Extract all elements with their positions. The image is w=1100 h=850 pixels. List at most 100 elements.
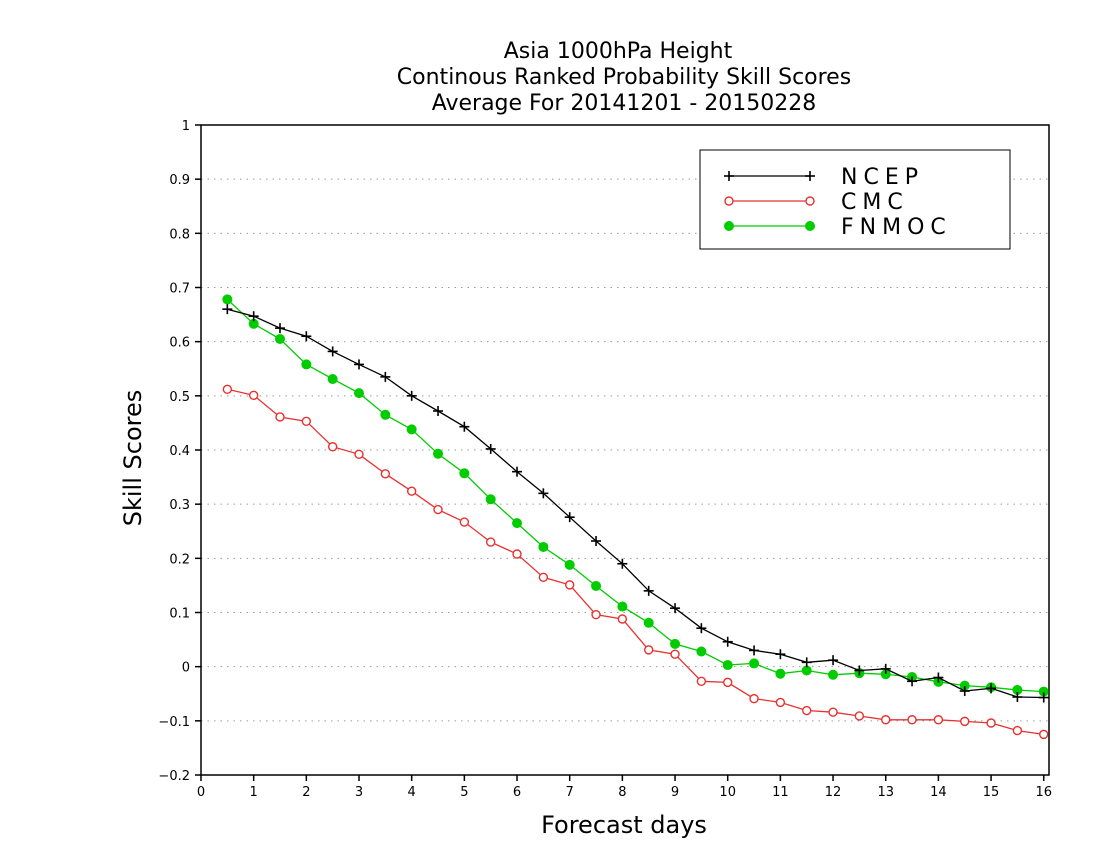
cmc-point	[828, 707, 838, 717]
cmc-point	[723, 677, 733, 688]
ncep-point	[591, 536, 602, 546]
legend-label-fnmoc: FNMOC	[841, 215, 952, 240]
y-axis-ticks: −0.2 −0.1 0 0.1 0.2 0.3 0.4 0.5 0.6 0.7 0.8 0.9 1	[158, 119, 201, 784]
ncep-point	[1012, 692, 1023, 702]
ncep-point	[801, 657, 812, 668]
ncep-point	[775, 649, 786, 660]
fnmoc-point	[433, 448, 444, 459]
ncep-point	[880, 663, 891, 674]
x-tick-label: 13	[877, 785, 894, 800]
cmc-point	[406, 486, 417, 496]
ncep-point	[986, 683, 997, 694]
fnmoc-point	[275, 333, 286, 344]
x-tick-label: 14	[930, 785, 947, 800]
y-tick-label: 0.8	[169, 227, 190, 242]
ncep-point	[485, 443, 496, 454]
grid	[201, 178, 1049, 722]
cmc-point	[881, 715, 891, 725]
x-tick-label: 5	[460, 785, 468, 800]
cmc-point	[749, 693, 759, 704]
cmc-line	[227, 388, 1044, 736]
ncep-point	[512, 466, 523, 477]
x-tick-label: 7	[566, 785, 574, 800]
fnmoc-point	[722, 660, 733, 671]
cmc-point	[960, 716, 970, 727]
ncep-point	[670, 603, 681, 614]
ncep-point	[933, 672, 944, 683]
cmc-point	[512, 549, 522, 559]
y-tick-label: 0.4	[169, 444, 190, 459]
cmc-point	[380, 469, 391, 479]
legend-marker-start	[724, 171, 734, 181]
fnmoc-point	[670, 638, 681, 649]
x-axis-label: Forecast days	[541, 811, 707, 839]
ncep-point	[433, 406, 444, 416]
y-axis-label: Skill Scores	[119, 390, 147, 527]
ncep-point	[854, 665, 865, 676]
ncep-point	[354, 359, 365, 370]
fnmoc-point	[380, 409, 391, 420]
legend-box	[699, 149, 1011, 250]
cmc-point	[485, 537, 496, 547]
legend-item-ncep: NCEP	[724, 165, 918, 190]
legend-marker-start	[724, 221, 734, 231]
fnmoc-point	[538, 541, 549, 552]
cmc-point	[644, 645, 654, 655]
ncep-point	[248, 311, 259, 322]
cmc-point	[354, 449, 364, 460]
series-cmc	[222, 384, 1049, 740]
x-tick-label: 0	[197, 785, 205, 800]
fnmoc-point	[406, 424, 417, 435]
ncep-point	[538, 488, 549, 499]
x-tick-label: 10	[719, 785, 736, 800]
fnmoc-point	[828, 669, 839, 680]
ncep-point	[617, 558, 628, 569]
ncep-point	[275, 323, 286, 334]
cmc-point	[617, 614, 628, 624]
series-ncep	[222, 304, 1049, 703]
fnmoc-point	[222, 294, 233, 305]
ncep-point	[380, 371, 391, 382]
cmc-point	[275, 412, 285, 422]
cmc-point	[1012, 725, 1023, 736]
ncep-point	[643, 585, 654, 596]
fnmoc-point	[485, 494, 496, 505]
x-tick-label: 16	[1035, 785, 1052, 800]
y-tick-label: 0.2	[169, 552, 190, 567]
y-tick-label: −0.2	[158, 769, 190, 784]
x-tick-label: 8	[618, 785, 626, 800]
fnmoc-point	[749, 658, 760, 669]
y-tick-label: 0.1	[169, 607, 190, 622]
x-tick-label: 2	[302, 785, 310, 800]
y-tick-label: 0	[182, 661, 190, 676]
cmc-point	[933, 715, 944, 725]
y-tick-label: 0.5	[169, 390, 190, 405]
fnmoc-point	[301, 359, 312, 370]
x-tick-label: 4	[408, 785, 416, 800]
fnmoc-point	[512, 518, 523, 529]
y-tick-label: 0.6	[169, 336, 190, 351]
ncep-point	[749, 645, 760, 656]
x-tick-label: 11	[772, 785, 789, 800]
cmc-point	[564, 580, 575, 590]
x-tick-label: 15	[983, 785, 1000, 800]
ncep-point	[327, 346, 338, 357]
legend-marker-start	[724, 196, 734, 206]
legend-label-cmc: CMC	[841, 190, 909, 215]
ncep-point	[406, 390, 417, 401]
legend-item-fnmoc: FNMOC	[724, 215, 952, 240]
y-tick-label: −0.1	[158, 715, 190, 730]
ncep-point	[1038, 692, 1049, 703]
cmc-point	[907, 715, 917, 725]
legend-marker-end	[805, 171, 815, 181]
fnmoc-point	[775, 668, 786, 679]
x-tick-label: 12	[825, 785, 842, 800]
cmc-point	[459, 517, 470, 527]
fnmoc-point	[643, 617, 654, 628]
ncep-point	[301, 331, 312, 342]
y-tick-label: 0.9	[169, 173, 190, 188]
series-lines	[222, 294, 1049, 740]
title-line-2: Continous Ranked Probability Skill Score…	[397, 65, 851, 90]
